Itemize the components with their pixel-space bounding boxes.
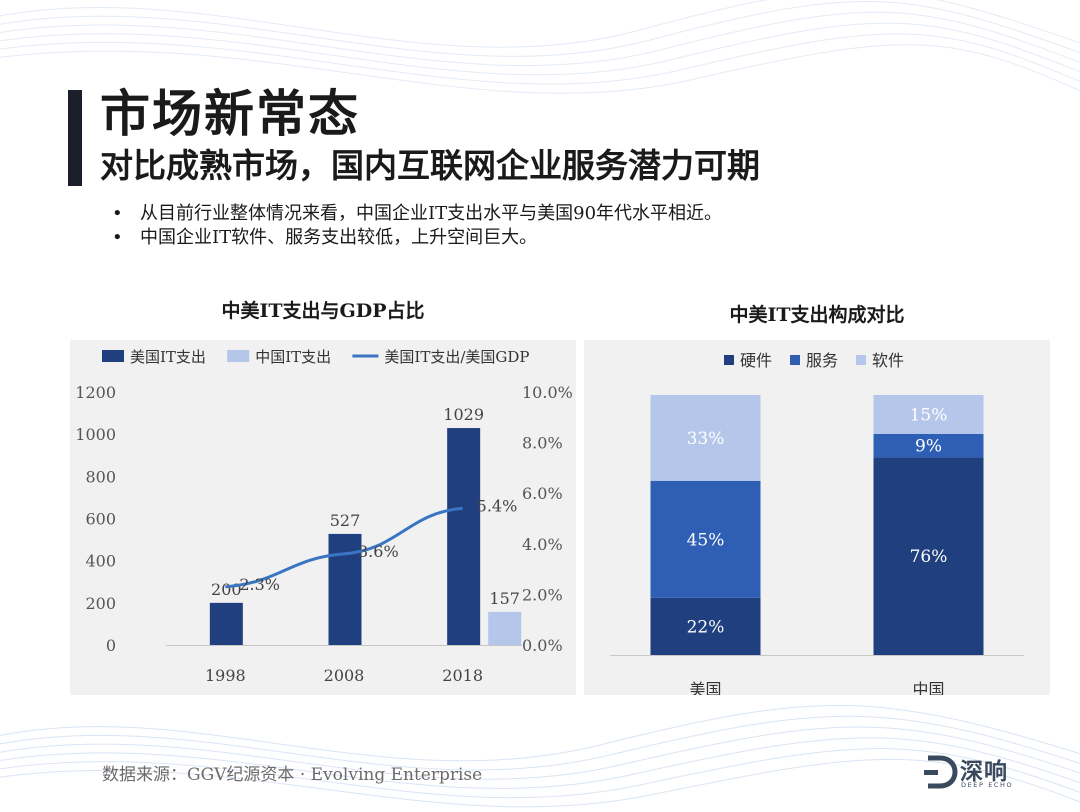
line-data-label: 5.4% bbox=[477, 496, 518, 515]
legend-label: 硬件 bbox=[740, 351, 772, 370]
y-axis-tick-label: 600 bbox=[85, 510, 116, 529]
page-subtitle: 对比成熟市场，国内互联网企业服务潜力可期 bbox=[100, 146, 760, 185]
legend-swatch bbox=[102, 350, 124, 362]
line-data-label: 3.6% bbox=[358, 542, 399, 561]
stacked-bar-segment bbox=[873, 395, 984, 434]
stacked-bar-segment bbox=[873, 457, 984, 655]
x-axis-tick-label: 中国 bbox=[912, 680, 944, 695]
bar-data-label: 527 bbox=[330, 511, 361, 530]
x-axis-tick-label: 2018 bbox=[442, 666, 483, 685]
bar bbox=[488, 611, 522, 645]
legend-swatch bbox=[227, 350, 250, 362]
title-accent-bar bbox=[68, 90, 82, 186]
right-chart: 硬件 服务 软件 22% 45% 33% 美国 76% 9% 15% 中国 bbox=[610, 351, 1024, 695]
y-axis-tick-label: 400 bbox=[85, 552, 116, 571]
line-data-label: 2.3% bbox=[239, 575, 280, 594]
y2-axis-tick-label: 8.0% bbox=[522, 434, 563, 453]
chart-title: 中美IT支出与GDP占比 bbox=[221, 300, 425, 322]
y-axis-tick-label: 1000 bbox=[75, 425, 116, 444]
x-axis-tick-label: 2008 bbox=[324, 666, 365, 685]
logo-text: 深响 bbox=[960, 759, 1008, 785]
right-chart-panel: 硬件 服务 软件 22% 45% 33% 美国 76% 9% 15% 中国 bbox=[584, 340, 1050, 695]
legend-swatch bbox=[790, 355, 800, 365]
bullet-list: 从目前行业整体情况来看，中国企业IT支出水平与美国90年代水平相近。 中国企业I… bbox=[112, 202, 722, 250]
legend-swatch bbox=[724, 355, 734, 365]
stacked-bar-segment bbox=[650, 395, 761, 481]
segment-data-label: 9% bbox=[915, 437, 942, 457]
bullet-item: 从目前行业整体情况来看，中国企业IT支出水平与美国90年代水平相近。 bbox=[112, 202, 722, 226]
y2-axis-tick-label: 6.0% bbox=[522, 484, 563, 503]
stacked-bar-segment bbox=[650, 480, 761, 598]
bar-data-label: 200 bbox=[211, 580, 242, 599]
segment-data-label: 45% bbox=[687, 530, 725, 550]
bar bbox=[328, 533, 362, 645]
y-axis-tick-label: 800 bbox=[85, 467, 116, 486]
bar bbox=[209, 602, 243, 645]
logo-subtext: DEEP ECHO bbox=[961, 781, 1014, 789]
chart-title: 中美IT支出构成对比 bbox=[729, 304, 905, 326]
y2-axis-tick-label: 4.0% bbox=[522, 535, 563, 554]
bar-data-label: 157 bbox=[489, 589, 520, 608]
segment-data-label: 33% bbox=[687, 429, 725, 449]
legend-label: 美国IT支出/美国GDP bbox=[384, 348, 529, 366]
left-chart: 美国IT支出 中国IT支出 美国IT支出/美国GDP 0 200 400 600 800 100… bbox=[75, 348, 573, 685]
page-title: 市场新常态 bbox=[100, 84, 360, 143]
x-axis-tick-label: 1998 bbox=[205, 666, 246, 685]
y-axis-tick-label: 1200 bbox=[75, 383, 116, 402]
y-axis-tick-label: 0 bbox=[106, 636, 116, 655]
y2-axis-tick-label: 0.0% bbox=[522, 636, 563, 655]
echo-logo-icon bbox=[924, 755, 958, 789]
segment-data-label: 22% bbox=[687, 617, 725, 637]
stacked-bar-segment bbox=[650, 597, 761, 655]
y-axis-tick-label: 200 bbox=[85, 594, 116, 613]
legend-label: 服务 bbox=[806, 351, 838, 370]
y2-axis-tick-label: 10.0% bbox=[522, 383, 573, 402]
bullet-item: 中国企业IT软件、服务支出较低，上升空间巨大。 bbox=[112, 226, 722, 250]
bar-data-label: 1029 bbox=[443, 405, 484, 424]
y2-axis-tick-label: 2.0% bbox=[522, 585, 563, 604]
legend-swatch bbox=[856, 355, 866, 365]
stacked-bar-segment bbox=[873, 434, 984, 458]
source-note: 数据来源：GGV纪源资本 · Evolving Enterprise bbox=[102, 765, 483, 785]
left-chart-panel: 美国IT支出 中国IT支出 美国IT支出/美国GDP 0 200 400 600 800 100… bbox=[70, 340, 576, 695]
legend-label: 美国IT支出 bbox=[130, 348, 206, 366]
segment-data-label: 15% bbox=[910, 406, 948, 426]
legend-label: 软件 bbox=[872, 351, 904, 370]
series-line bbox=[225, 506, 463, 589]
bar bbox=[447, 428, 481, 645]
brand-logo: 深响 DEEP ECHO bbox=[922, 752, 1022, 796]
legend-label: 中国IT支出 bbox=[255, 348, 331, 366]
segment-data-label: 76% bbox=[910, 547, 948, 567]
x-axis-tick-label: 美国 bbox=[689, 680, 721, 695]
